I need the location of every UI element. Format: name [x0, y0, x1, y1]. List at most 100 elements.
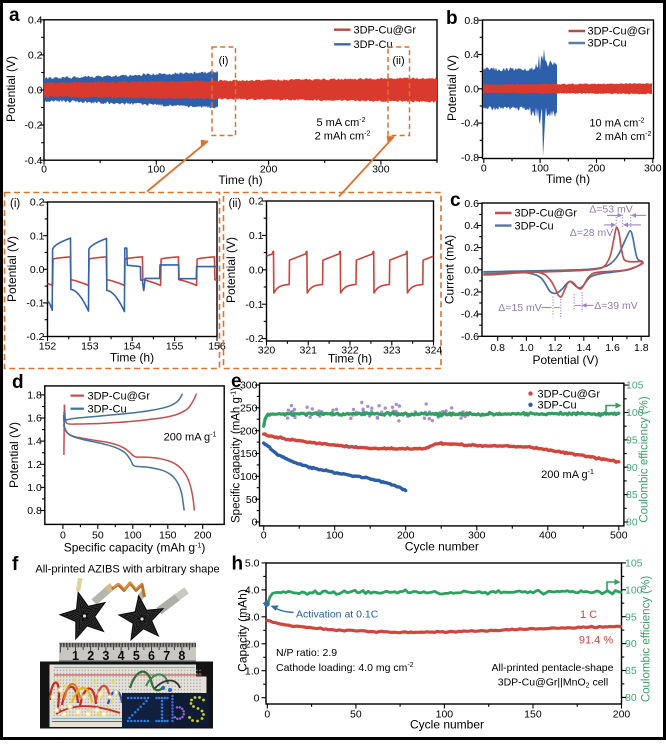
svg-text:7: 7	[163, 649, 170, 663]
svg-text:0.4: 0.4	[464, 220, 479, 232]
svg-text:85: 85	[626, 489, 638, 501]
svg-text:5: 5	[133, 649, 140, 663]
svg-text:1.6: 1.6	[605, 342, 620, 354]
svg-text:All-printed pentacle-shape: All-printed pentacle-shape	[492, 662, 614, 674]
svg-text:-0.4: -0.4	[461, 309, 479, 321]
svg-text:100: 100	[625, 584, 643, 596]
svg-text:(i): (i)	[10, 198, 20, 210]
svg-text:200 mA g-1: 200 mA g-1	[164, 432, 217, 444]
svg-text:150: 150	[159, 530, 177, 542]
svg-text:3DP-Cu: 3DP-Cu	[588, 37, 627, 49]
svg-text:153: 153	[81, 341, 99, 353]
svg-text:-0.8: -0.8	[461, 152, 479, 164]
svg-text:-0.1: -0.1	[26, 298, 44, 310]
svg-text:1.2: 1.2	[548, 342, 563, 354]
svg-text:4.0: 4.0	[245, 584, 260, 596]
svg-text:3DP-Cu@Gr: 3DP-Cu@Gr	[354, 25, 417, 37]
svg-text:100: 100	[626, 407, 644, 419]
svg-text:N/P ratio: 2.9: N/P ratio: 2.9	[276, 647, 337, 659]
svg-text:0.6: 0.6	[464, 198, 479, 210]
svg-text:3DP-Cu@Gr: 3DP-Cu@Gr	[515, 208, 578, 220]
svg-text:324: 324	[425, 345, 443, 357]
svg-text:Capacity (mAh): Capacity (mAh)	[236, 589, 250, 672]
svg-text:100: 100	[326, 530, 344, 542]
svg-text:Time (h): Time (h)	[546, 172, 590, 186]
svg-text:323: 323	[383, 345, 401, 357]
svg-text:80: 80	[625, 692, 637, 704]
svg-text:0.0: 0.0	[464, 83, 479, 95]
svg-text:1.0: 1.0	[27, 482, 42, 494]
svg-text:Potential (V): Potential (V)	[532, 353, 598, 367]
svg-text:6: 6	[148, 649, 155, 663]
svg-text:200: 200	[194, 530, 212, 542]
svg-text:e: e	[231, 371, 242, 392]
svg-text:Time (h): Time (h)	[328, 352, 372, 366]
svg-text:300: 300	[644, 163, 662, 175]
svg-text:0: 0	[252, 517, 258, 529]
svg-text:Time (h): Time (h)	[110, 351, 154, 365]
svg-text:0.8: 0.8	[27, 505, 42, 517]
svg-text:0: 0	[261, 530, 267, 542]
svg-text:b: b	[446, 8, 458, 29]
svg-text:3DP-Cu: 3DP-Cu	[515, 220, 554, 232]
svg-text:156: 156	[208, 341, 226, 353]
svg-text:105: 105	[626, 380, 644, 392]
svg-text:90: 90	[626, 462, 638, 474]
svg-text:1.4: 1.4	[577, 342, 592, 354]
svg-text:200: 200	[588, 163, 606, 175]
svg-text:Coulombic efficiency (%): Coulombic efficiency (%)	[641, 576, 653, 703]
svg-text:Potential (V): Potential (V)	[445, 55, 459, 121]
svg-text:0.0: 0.0	[28, 85, 43, 97]
svg-text:100: 100	[124, 530, 142, 542]
svg-text:0.2: 0.2	[30, 197, 45, 209]
svg-text:3DP-Cu@Gr||MnO2 cell: 3DP-Cu@Gr||MnO2 cell	[498, 677, 608, 690]
svg-text:320: 320	[258, 345, 276, 357]
svg-text:50: 50	[350, 709, 362, 721]
svg-text:h: h	[232, 554, 244, 575]
svg-text:500: 500	[610, 530, 628, 542]
svg-text:0.2: 0.2	[464, 242, 479, 254]
svg-text:0.2: 0.2	[28, 50, 43, 62]
svg-text:5.0: 5.0	[245, 558, 260, 570]
svg-text:Cycle number: Cycle number	[410, 718, 484, 732]
svg-text:200: 200	[397, 530, 415, 542]
svg-text:-0.1: -0.1	[245, 299, 263, 311]
svg-text:-0.2: -0.2	[26, 331, 44, 343]
svg-text:1.6: 1.6	[27, 413, 42, 425]
svg-text:-0.6: -0.6	[461, 331, 479, 343]
svg-text:0.8: 0.8	[464, 15, 479, 27]
svg-text:-0.2: -0.2	[461, 287, 479, 299]
svg-text:1.0: 1.0	[245, 665, 260, 677]
svg-text:0.4: 0.4	[28, 14, 43, 26]
svg-text:Coulombic efficiency (%): Coulombic efficiency (%)	[639, 396, 651, 523]
svg-text:1.0: 1.0	[519, 342, 534, 354]
svg-text:200 mA g-1: 200 mA g-1	[541, 469, 594, 481]
svg-text:Potential (V): Potential (V)	[7, 422, 21, 488]
svg-text:Potential (V): Potential (V)	[224, 237, 238, 303]
svg-text:0.4: 0.4	[464, 49, 479, 61]
svg-text:f: f	[12, 554, 19, 575]
svg-text:Cycle number: Cycle number	[405, 540, 479, 554]
svg-text:200: 200	[613, 709, 631, 721]
svg-text:Potential (V): Potential (V)	[5, 236, 19, 302]
svg-text:Current (mA): Current (mA)	[443, 235, 457, 304]
svg-text:c: c	[450, 190, 461, 211]
svg-text:100: 100	[531, 163, 549, 175]
svg-text:95: 95	[626, 434, 638, 446]
svg-text:Δ=28 mV: Δ=28 mV	[570, 227, 614, 239]
svg-text:1.8: 1.8	[634, 342, 649, 354]
svg-text:-0.4: -0.4	[24, 155, 42, 167]
svg-text:3.0: 3.0	[245, 611, 260, 623]
svg-text:3DP-Cu@Gr: 3DP-Cu@Gr	[88, 390, 151, 402]
svg-text:150: 150	[240, 448, 258, 460]
svg-text:95: 95	[625, 611, 637, 623]
svg-text:3DP-Cu@Gr: 3DP-Cu@Gr	[538, 388, 601, 400]
svg-text:Activation at 0.1C: Activation at 0.1C	[296, 609, 379, 621]
svg-text:0.8: 0.8	[490, 342, 505, 354]
svg-text:322: 322	[341, 345, 359, 357]
svg-text:85: 85	[625, 665, 637, 677]
svg-text:3DP-Cu: 3DP-Cu	[538, 400, 577, 412]
svg-text:Cathode loading: 4.0 mg cm-2: Cathode loading: 4.0 mg cm-2	[276, 662, 414, 674]
svg-text:0.0: 0.0	[30, 264, 45, 276]
svg-text:0: 0	[41, 164, 47, 176]
